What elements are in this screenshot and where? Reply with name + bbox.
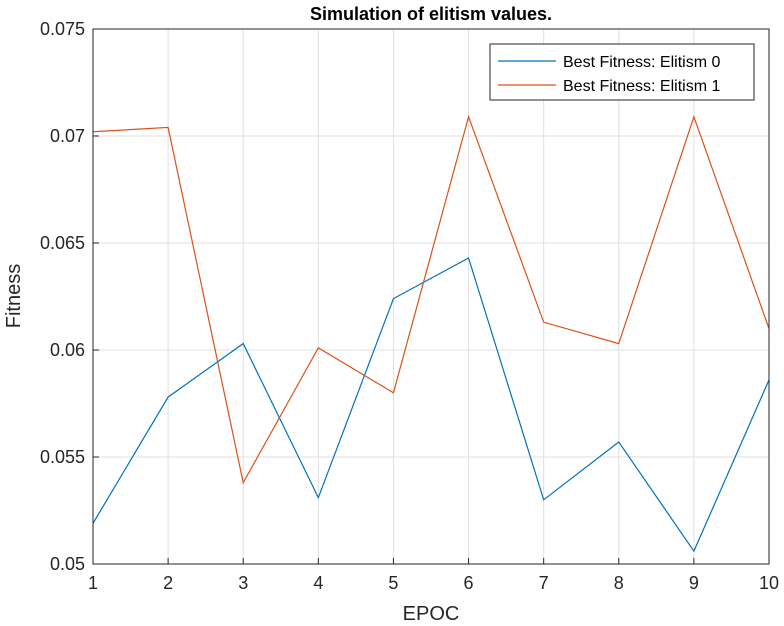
- y-tick-label: 0.05: [50, 554, 85, 574]
- ticks: 1 2 3 4 5 6 7 8 9 10 0.05 0.055 0.06 0.065 0.07 0.075: [40, 19, 779, 593]
- series-line-elitism-0: [92, 257, 770, 553]
- x-tick-label: 1: [88, 573, 98, 593]
- chart-title: Simulation of elitism values.: [310, 4, 552, 24]
- y-tick-label: 0.075: [40, 19, 85, 39]
- x-tick-label: 8: [614, 573, 624, 593]
- y-tick-label: 0.055: [40, 447, 85, 467]
- series-layer: [92, 114, 770, 553]
- y-tick-label: 0.065: [40, 233, 85, 253]
- x-tick-label: 4: [313, 573, 323, 593]
- plot-frame: [92, 28, 770, 565]
- x-tick-label: 7: [539, 573, 549, 593]
- x-tick-label: 2: [163, 573, 173, 593]
- x-tick-label: 10: [759, 573, 779, 593]
- x-tick-label: 5: [388, 573, 398, 593]
- y-tick-label: 0.07: [50, 126, 85, 146]
- x-tick-label: 6: [464, 573, 474, 593]
- x-axis-label: EPOC: [403, 603, 460, 625]
- plot-area: [93, 29, 769, 564]
- y-axis-label: Fitness: [3, 264, 25, 328]
- legend-label-series-2: Best Fitness: Elitism 1: [563, 78, 720, 95]
- legend: Best Fitness: Elitism 0 Best Fitness: El…: [489, 43, 755, 101]
- legend-box: [489, 43, 755, 101]
- x-tick-label: 3: [238, 573, 248, 593]
- legend-label-series-1: Best Fitness: Elitism 0: [563, 54, 720, 71]
- series-line-elitism-1: [92, 114, 770, 485]
- y-tick-label: 0.06: [50, 340, 85, 360]
- x-tick-label: 9: [689, 573, 699, 593]
